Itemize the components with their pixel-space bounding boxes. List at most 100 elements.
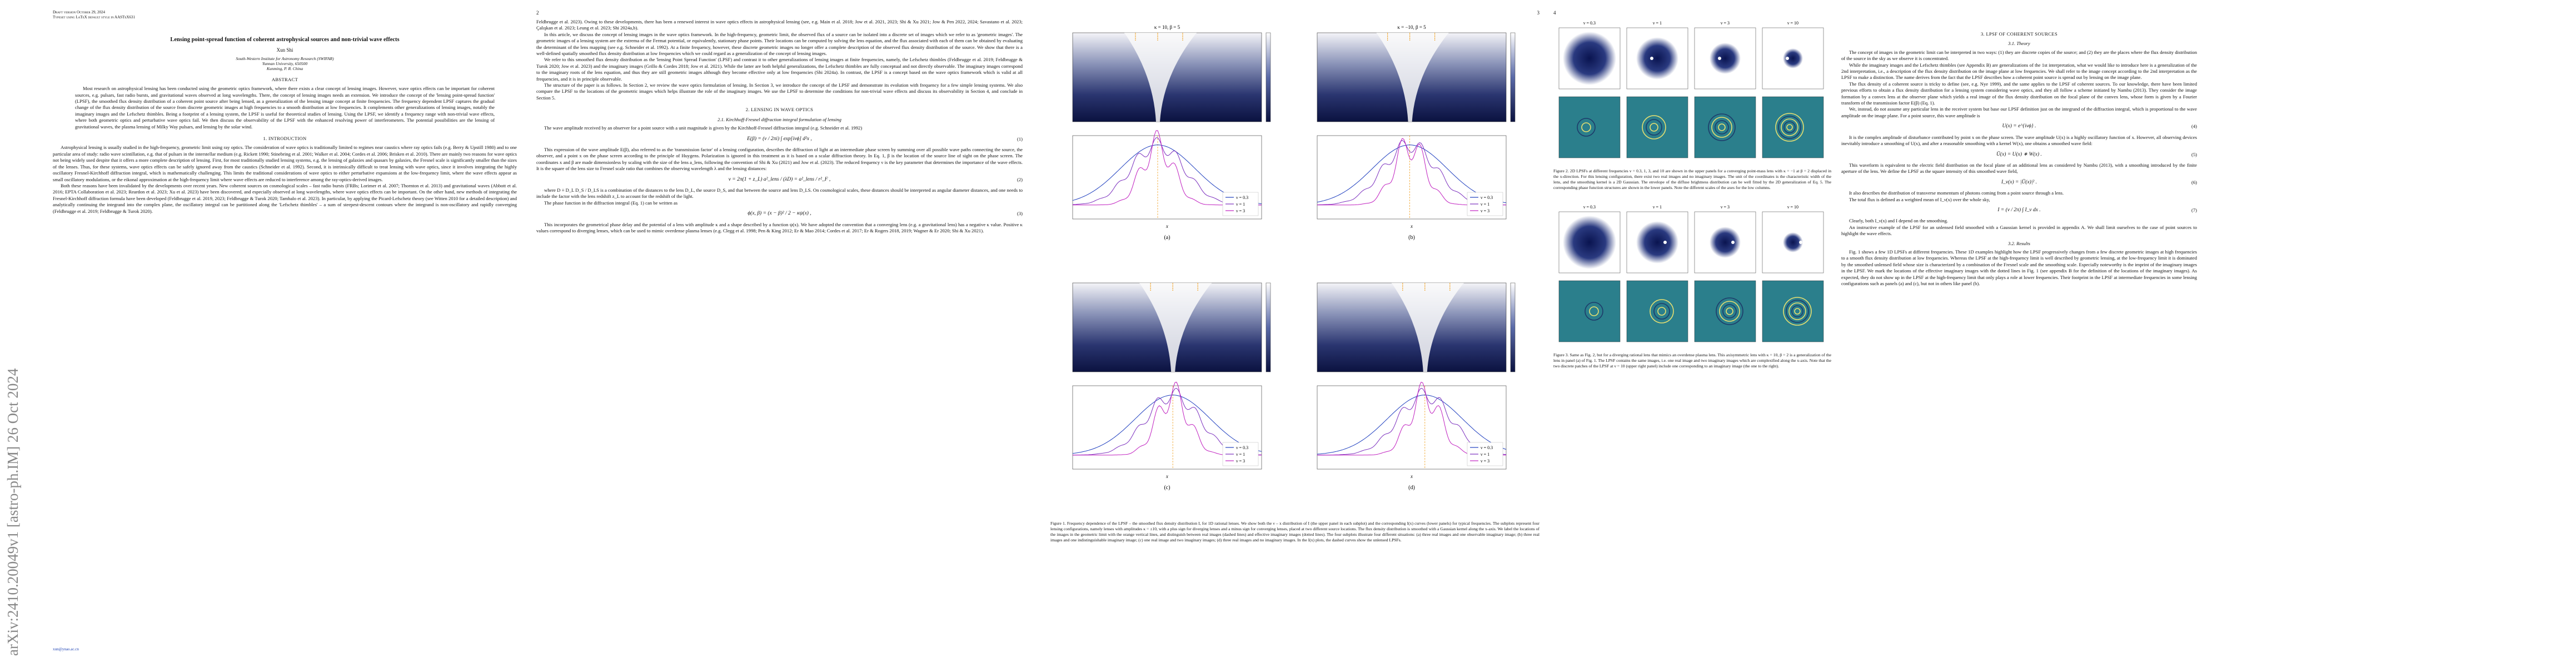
colorbar [1510,32,1516,122]
paragraph: It is the complex amplitude of disturban… [1841,134,2197,147]
column-title: ν = 0.3 [1583,205,1596,210]
lpsf-blob [1710,226,1741,258]
line-plot-frame [1072,385,1262,470]
panel-title: κ = 10, β = 5 [1154,24,1180,30]
equation: ϕ(x, β) = (x − β)² / 2 − κψ(x) , (3) [536,211,1023,217]
legend-label: ν = 1 [1236,452,1245,457]
lpsf-curve [1317,145,1507,203]
line-plot-frame [1072,135,1262,220]
section-heading: ABSTRACT [271,76,298,82]
heatmap-bright-region [1124,33,1197,122]
page-number: 4 [1553,10,1556,16]
phase-panel [1762,96,1824,158]
paragraph: Both these reasons have been invalidated… [53,182,517,214]
phase-ring [1718,123,1726,131]
column-title: ν = 10 [1787,21,1798,26]
equation-body: Ū(x) = U(x) ∗ W(x) . [1996,151,2042,157]
legend-label: ν = 0.3 [1481,445,1493,450]
equation: ν = 2π(1 + z_L) a²_lens / (λD) = a²_lens… [536,177,1023,183]
column-title: ν = 3 [1721,21,1730,26]
column-title: ν = 1 [1653,21,1662,26]
two-column: ν = 0.3 ν = 1 ν = 3 ν = 10 Figure 2. 2D LPSF… [1553,19,2204,381]
paragraph: where D ≡ D_L D_S / D_LS is a combinatio… [536,187,1023,200]
phase-ring [1715,120,1729,135]
legend-label: ν = 0.3 [1481,195,1493,200]
phase-ring [1783,296,1812,326]
phase-panel [1558,96,1621,158]
phase-ring [1719,300,1740,322]
heatmap-bright-region [1139,283,1212,372]
phase-ring [1708,113,1736,141]
phase-ring [1716,297,1743,325]
equation: I_ν(x) = |Ū(x)|² . (6) [1841,180,2197,186]
equation: I = (ν / 2π) ∫ I_ν dx . (7) [1841,207,2197,213]
phase-ring [1650,123,1658,132]
text-column: 3. LPSF OF COHERENT SOURCES 3.1. Theory Th… [1841,19,2197,381]
column-title: ν = 0.3 [1583,21,1596,26]
phase-ring [1791,305,1803,317]
section-heading: 1. INTRODUCTION [263,136,307,142]
paragraph: The phase function in the diffraction in… [544,200,678,206]
phase-ring [1786,124,1793,131]
figure-column: ν = 0.3 ν = 1 ν = 3 ν = 10 Figure 2. 2D LPSF… [1553,19,1831,381]
phase-panel [1626,280,1688,342]
section-heading: 2. LENSING IN WAVE OPTICS [745,107,814,113]
figure-caption: Figure 1. Frequency dependence of the LP… [1050,521,1539,542]
equation-number: (3) [1017,211,1023,217]
lpsf-image [1718,57,1721,60]
equation-body: I_ν(x) = |Ū(x)|² . [2001,179,2037,185]
paragraph: This expression of the wave amplitude E(… [536,146,1023,172]
paragraph: We refer to this smoothed flux density d… [536,57,1023,82]
column-title: ν = 1 [1653,205,1662,210]
equation-number: (5) [2191,151,2197,157]
subsection-heading: 3.1. Theory [2008,41,2030,47]
paragraph: Clearly, both I_ν(x) and I depend on the… [1849,218,1949,224]
legend-label: ν = 1 [1481,452,1489,457]
phase-ring [1650,298,1674,323]
phase-ring [1585,301,1603,321]
column-title: ν = 3 [1721,205,1730,210]
equation-body: E(β) = (ν / 2πi) ∫ exp[iνϕ] d²x , [747,136,812,142]
axis-label: x [1410,474,1413,479]
equation-body: I = (ν / 2π) ∫ I_ν dx . [1997,207,2041,213]
equation-body: U(x) = e^{iνϕ} . [2002,123,2036,130]
paragraph: Fig. 1 shows a few 1D LPSFs at different… [1841,248,2197,286]
axis-label: x [1165,474,1168,479]
heatmap-bright-region [1376,33,1449,122]
lpsf-blob [1710,43,1741,74]
subsection-heading: 3.2. Results [2008,240,2030,246]
panel-tag: (c) [1164,485,1170,491]
legend-label: ν = 3 [1481,208,1489,213]
paragraph: It also describes the distribution of tr… [1849,190,2064,196]
phase-ring [1589,306,1599,316]
author: Xun Shi [276,47,293,53]
phase-ring [1711,117,1732,138]
equation: Ū(x) = U(x) ∗ W(x) . (5) [1841,152,2197,158]
lpsf-blob [1783,232,1803,252]
running-header-line: Draft version October 29, 2024 [53,10,105,14]
subsection-heading: 2.1. Kirchhoff-Fresnel diffraction integ… [718,116,841,122]
phase-ring [1778,116,1801,139]
lpsf-blob [1563,32,1616,85]
phase-ring [1581,122,1591,132]
affiliation: Kunming, P. R. China [266,66,303,71]
panel-title: κ = −10, β = 5 [1397,24,1426,30]
axis-label: x [1165,223,1168,229]
lpsf-blob [1636,37,1678,79]
phase-ring [1783,121,1796,133]
legend-label: ν = 1 [1236,202,1245,207]
lpsf-image [1663,240,1667,244]
legend-label: ν = 3 [1236,459,1245,464]
phase-ring [1577,118,1596,137]
phase-ring [1646,119,1662,136]
phase-ring [1642,115,1666,140]
page-number: 2 [536,10,539,16]
lpsf-blob [1636,221,1678,263]
legend-label: ν = 3 [1481,459,1489,464]
equation-number: (7) [2191,207,2197,213]
paragraph: The structure of the paper is as follows… [536,82,1023,101]
phase-panel [1694,280,1756,342]
phase-panel [1762,280,1824,342]
